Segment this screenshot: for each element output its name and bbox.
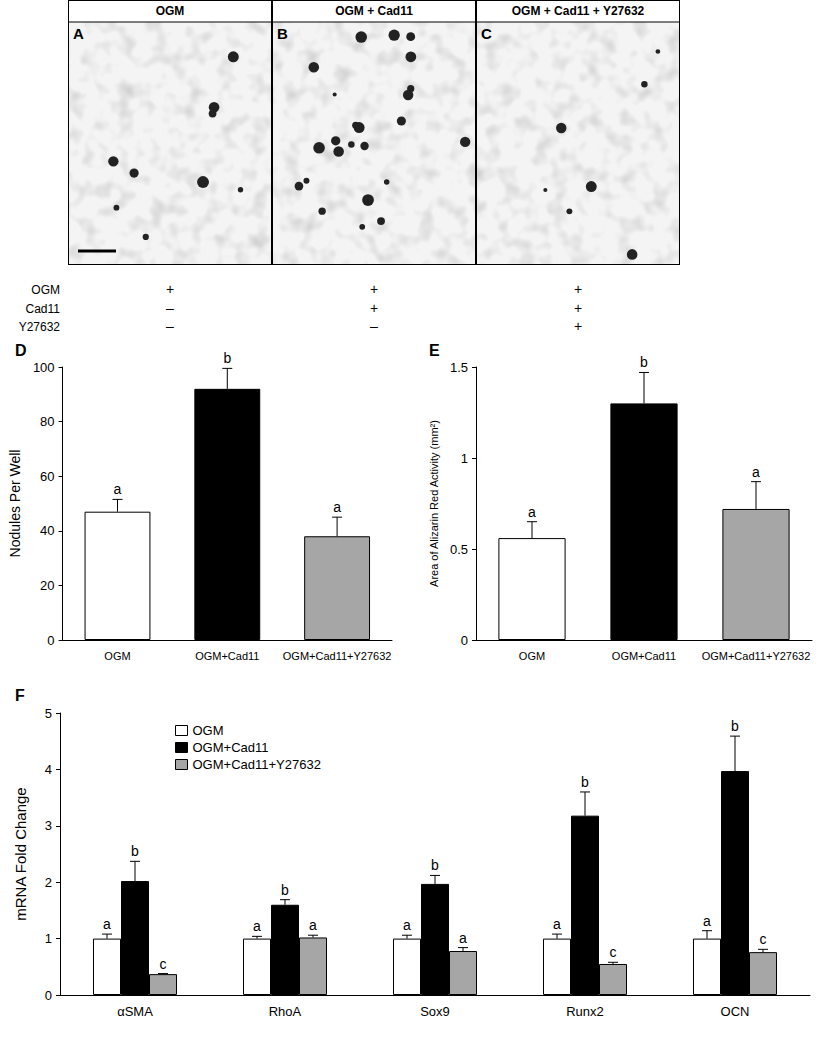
svg-text:Runx2: Runx2 (566, 1004, 604, 1019)
svg-text:1.5: 1.5 (450, 360, 468, 375)
svg-text:F: F (15, 687, 25, 704)
svg-text:OGM+Cad11+Y27632: OGM+Cad11+Y27632 (283, 650, 392, 662)
svg-text:B: B (277, 25, 288, 42)
svg-text:Sox9: Sox9 (420, 1004, 450, 1019)
svg-text:D: D (15, 342, 27, 359)
svg-text:3: 3 (45, 818, 52, 833)
svg-text:+: + (370, 300, 378, 316)
svg-text:60: 60 (40, 469, 54, 484)
svg-text:OGM+Cad11: OGM+Cad11 (193, 740, 269, 755)
svg-text:100: 100 (33, 360, 55, 375)
svg-text:OGM+Cad11+Y27632: OGM+Cad11+Y27632 (702, 650, 811, 662)
svg-text:2: 2 (45, 875, 52, 890)
svg-text:a: a (333, 499, 341, 515)
svg-text:E: E (429, 342, 440, 359)
svg-text:OGM: OGM (31, 283, 60, 297)
svg-text:OGM+Cad11: OGM+Cad11 (612, 650, 676, 662)
svg-text:a: a (459, 930, 467, 946)
svg-text:20: 20 (40, 578, 54, 593)
svg-text:c: c (610, 944, 617, 960)
svg-text:a: a (553, 916, 561, 932)
svg-text:Cad11: Cad11 (26, 302, 61, 316)
svg-text:b: b (131, 843, 139, 859)
svg-text:0: 0 (47, 633, 54, 648)
svg-text:1: 1 (461, 451, 468, 466)
svg-text:OCN: OCN (721, 1004, 750, 1019)
svg-text:b: b (581, 774, 589, 790)
svg-text:Y27632: Y27632 (19, 320, 61, 334)
svg-text:OGM+Cad11: OGM+Cad11 (195, 650, 259, 662)
svg-text:a: a (752, 464, 760, 480)
svg-text:a: a (309, 917, 317, 933)
svg-text:OGM+Cad11+Y27632: OGM+Cad11+Y27632 (193, 757, 321, 772)
svg-text:RhoA: RhoA (269, 1004, 302, 1019)
svg-text:b: b (431, 857, 439, 873)
svg-text:OGM: OGM (104, 650, 130, 662)
svg-text:a: a (253, 918, 261, 934)
svg-text:b: b (281, 882, 289, 898)
svg-text:a: a (403, 917, 411, 933)
svg-text:–: – (166, 318, 174, 334)
svg-text:+: + (370, 281, 378, 297)
svg-text:4: 4 (45, 762, 52, 777)
svg-text:a: a (114, 481, 122, 497)
svg-text:80: 80 (40, 414, 54, 429)
svg-text:–: – (166, 300, 174, 316)
svg-text:mRNA Fold Change: mRNA Fold Change (12, 787, 29, 920)
svg-text:αSMA: αSMA (117, 1004, 153, 1019)
svg-text:0.5: 0.5 (450, 542, 468, 557)
svg-text:–: – (370, 318, 378, 334)
svg-text:a: a (703, 913, 711, 929)
svg-text:40: 40 (40, 523, 54, 538)
svg-text:A: A (73, 25, 84, 42)
svg-text:5: 5 (45, 706, 52, 721)
svg-text:0: 0 (45, 988, 52, 1003)
svg-text:a: a (103, 916, 111, 932)
svg-text:Nodules Per Well: Nodules Per Well (7, 450, 23, 558)
svg-text:OGM: OGM (156, 4, 185, 18)
svg-text:b: b (640, 354, 648, 370)
svg-text:OGM + Cad11 + Y27632: OGM + Cad11 + Y27632 (512, 4, 645, 18)
svg-text:+: + (574, 300, 582, 316)
svg-text:OGM: OGM (519, 650, 545, 662)
svg-text:0: 0 (461, 633, 468, 648)
svg-text:b: b (731, 718, 739, 734)
svg-text:Area of Alizarin Red Activity: Area of Alizarin Red Activity (mm²) (428, 420, 440, 587)
svg-text:OGM + Cad11: OGM + Cad11 (335, 4, 413, 18)
svg-text:1: 1 (45, 931, 52, 946)
svg-text:+: + (574, 281, 582, 297)
svg-text:c: c (760, 931, 767, 947)
svg-text:a: a (528, 504, 536, 520)
svg-text:+: + (166, 281, 174, 297)
svg-text:C: C (481, 25, 492, 42)
svg-text:c: c (160, 956, 167, 972)
svg-text:OGM: OGM (193, 723, 224, 738)
svg-text:b: b (223, 350, 231, 366)
svg-text:+: + (574, 318, 582, 334)
